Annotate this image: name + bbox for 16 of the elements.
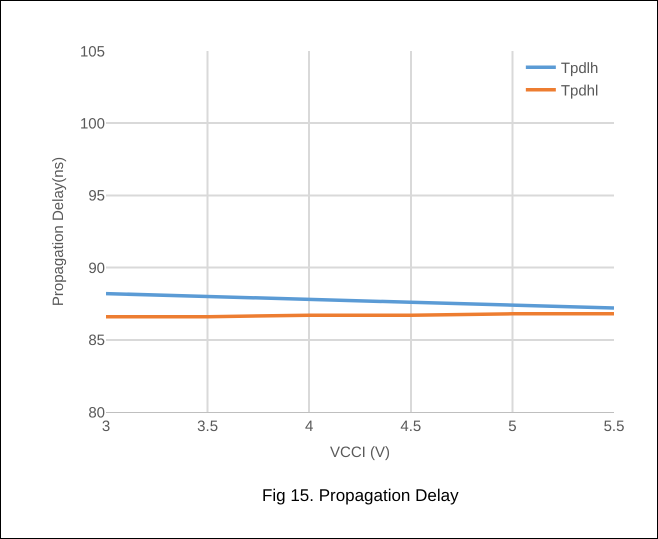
- y-tick-label: 105: [80, 43, 105, 60]
- y-axis-title: Propagation Delay(ns): [50, 156, 68, 306]
- x-tick-label: 3.5: [197, 418, 218, 435]
- x-tick-label: 5: [508, 418, 517, 435]
- y-tick-label: 90: [88, 260, 105, 277]
- y-tick-label: 100: [80, 115, 105, 132]
- x-tick-label: 4: [305, 418, 314, 435]
- y-tick-label: 95: [88, 188, 105, 205]
- legend-label: Tpdhl: [560, 82, 598, 100]
- caption: Fig 15. Propagation Delay: [262, 486, 460, 505]
- x-tick-label: 5.5: [604, 418, 624, 435]
- y-tick-label: 85: [88, 332, 105, 350]
- x-tick-label: 4.5: [400, 418, 422, 435]
- legend-label: Tpdlh: [560, 60, 598, 78]
- line-series: [106, 292, 614, 310]
- x-axis-title: VCCI (V): [330, 444, 390, 461]
